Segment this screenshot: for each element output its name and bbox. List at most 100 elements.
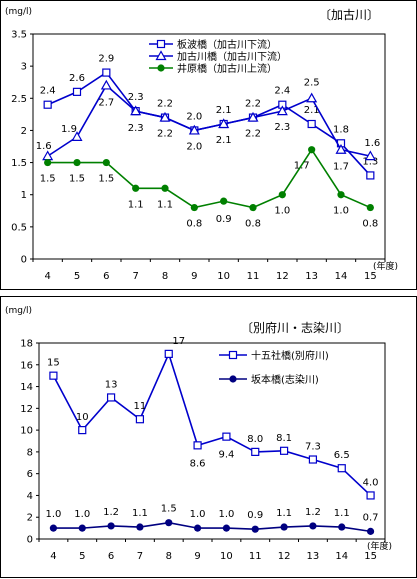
square-marker-0 bbox=[366, 491, 375, 500]
x-tick-label: 9 bbox=[191, 271, 197, 282]
square-marker-0 bbox=[193, 441, 202, 450]
x-tick-label: 14 bbox=[335, 271, 348, 282]
data-label: 2.1 bbox=[216, 105, 232, 116]
y-tick-label: 6 bbox=[27, 469, 33, 480]
circle-marker-2 bbox=[161, 184, 169, 192]
x-tick-label: 4 bbox=[50, 551, 56, 562]
square-marker-0 bbox=[251, 447, 260, 456]
x-tick-label: 5 bbox=[79, 551, 85, 562]
data-label: 2.4 bbox=[274, 86, 290, 97]
triangle-marker-1 bbox=[71, 131, 83, 141]
triangle-marker-1 bbox=[159, 111, 171, 122]
circle-marker-2 bbox=[73, 158, 81, 167]
chart-title-beppu: 〔別府川・志染川〕 bbox=[241, 320, 349, 335]
data-label: 1.5 bbox=[161, 504, 177, 515]
x-tick-label: 6 bbox=[108, 551, 114, 562]
square-marker-0 bbox=[337, 464, 346, 473]
y-tick-label: 1 bbox=[21, 190, 27, 201]
chart-beppu-shijimi: (mg/l) 〔別府川・志染川〕 (年度) 0 2 4 6 8 10 12 14 16 18 4 5 6… bbox=[5, 306, 392, 562]
chart-title-kakogawa: 〔加古川〕 bbox=[319, 7, 379, 22]
circle-marker-1 bbox=[165, 519, 173, 527]
data-label: 1.5 bbox=[98, 174, 114, 185]
legend-label-1: 加古川橋（加古川下流） bbox=[177, 50, 287, 63]
triangle-marker-1 bbox=[155, 50, 167, 61]
data-label: 2.3 bbox=[274, 122, 290, 133]
legend-label-1: 坂本橋(志染川) bbox=[251, 373, 319, 386]
data-label: 13 bbox=[105, 379, 118, 390]
data-label: 8.6 bbox=[190, 458, 206, 469]
circle-marker-2 bbox=[249, 203, 257, 212]
y-tick-label: 1.5 bbox=[11, 158, 27, 169]
square-marker-0 bbox=[164, 349, 173, 358]
y-tick-label: 3 bbox=[21, 62, 27, 73]
y-unit-label: (mg/l) bbox=[5, 306, 32, 316]
data-label: 2.7 bbox=[98, 97, 114, 108]
circle-marker-2 bbox=[157, 64, 165, 72]
triangle-marker-1 bbox=[218, 118, 230, 129]
circle-marker-2 bbox=[337, 191, 345, 199]
y-tick-label: 0.5 bbox=[11, 222, 27, 233]
data-label: 1.7 bbox=[333, 162, 349, 173]
square-marker-0 bbox=[222, 432, 231, 441]
data-label: 2.2 bbox=[245, 99, 261, 110]
x-tick-label: 11 bbox=[249, 551, 262, 562]
square-marker-0 bbox=[135, 415, 145, 424]
data-label: 2.5 bbox=[304, 77, 320, 88]
y-tick-label: 8 bbox=[27, 447, 33, 458]
triangle-marker-1 bbox=[247, 111, 259, 122]
x-tick-label: 13 bbox=[305, 271, 318, 282]
circle-marker-1 bbox=[107, 522, 115, 530]
data-label: 1.1 bbox=[128, 199, 144, 210]
x-tick-label: 7 bbox=[137, 551, 143, 562]
series-line-2 bbox=[47, 148, 371, 209]
data-label: 1.0 bbox=[333, 206, 349, 217]
x-tick-label: 14 bbox=[335, 551, 348, 562]
data-label: 2.2 bbox=[157, 99, 173, 110]
x-tick-label: 8 bbox=[166, 551, 172, 562]
circle-marker-2 bbox=[190, 203, 198, 212]
data-label: 1.7 bbox=[294, 161, 310, 172]
y-unit-label: (mg/l) bbox=[5, 7, 32, 17]
data-label: 8.0 bbox=[247, 434, 263, 445]
data-label: 1.6 bbox=[364, 138, 380, 149]
triangle-marker-1 bbox=[306, 92, 318, 103]
data-label: 1.0 bbox=[190, 509, 206, 520]
square-marker-0 bbox=[156, 39, 166, 49]
x-tick-label: 15 bbox=[364, 551, 377, 562]
legend-label-0: 板波橋（加古川下流） bbox=[177, 38, 277, 51]
data-label: 2.3 bbox=[128, 123, 144, 134]
data-label: 2.0 bbox=[186, 111, 202, 122]
circle-marker-2 bbox=[278, 191, 286, 199]
x-tick-label: 15 bbox=[364, 271, 377, 282]
data-label: 2.0 bbox=[186, 141, 202, 152]
data-label: 0.8 bbox=[186, 219, 202, 230]
data-label: 1.0 bbox=[45, 509, 61, 520]
square-marker-0 bbox=[43, 100, 52, 109]
data-label: 15 bbox=[47, 358, 60, 369]
data-label: 11 bbox=[134, 401, 147, 412]
y-tick-label: 10 bbox=[20, 426, 33, 437]
data-label: 1.0 bbox=[74, 509, 90, 520]
circle-marker-1 bbox=[78, 524, 86, 532]
x-tick-label: 12 bbox=[276, 271, 289, 282]
square-marker-0 bbox=[308, 455, 318, 464]
y-tick-label: 18 bbox=[20, 339, 33, 350]
data-label: 7.3 bbox=[305, 442, 321, 453]
circle-marker-1 bbox=[49, 524, 58, 532]
data-label: 1.1 bbox=[132, 508, 148, 519]
data-label: 0.9 bbox=[247, 510, 263, 521]
data-label: 1.1 bbox=[276, 508, 292, 519]
data-label: 2.2 bbox=[157, 129, 173, 140]
legend-label-0: 十五社橋(別府川) bbox=[251, 349, 329, 362]
legend-label-2: 井原橋（加古川上流） bbox=[177, 62, 277, 75]
data-label: 1.2 bbox=[103, 507, 119, 518]
square-marker-0 bbox=[228, 350, 238, 360]
triangle-marker-1 bbox=[100, 79, 112, 90]
circle-marker-1 bbox=[338, 523, 346, 531]
circle-marker-1 bbox=[280, 523, 288, 531]
x-tick-label: 10 bbox=[220, 551, 233, 562]
data-label: 10 bbox=[76, 412, 89, 423]
data-label: 8.1 bbox=[276, 433, 292, 444]
data-label: 1.8 bbox=[333, 124, 349, 135]
square-marker-0 bbox=[366, 171, 375, 180]
